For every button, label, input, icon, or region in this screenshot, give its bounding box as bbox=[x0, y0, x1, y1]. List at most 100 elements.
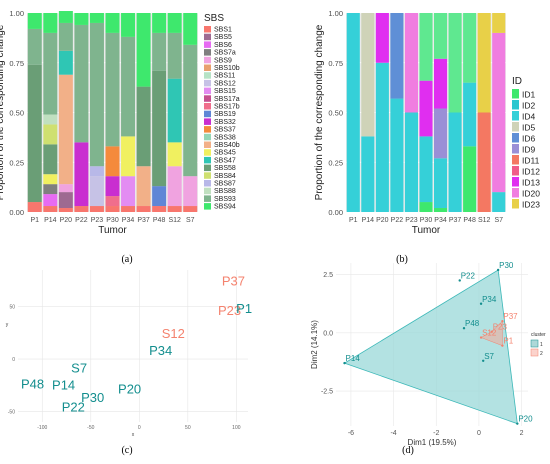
a-legend-swatch bbox=[204, 72, 211, 79]
b-legend-label: ID13 bbox=[522, 178, 540, 188]
b-legend-swatch bbox=[512, 133, 519, 143]
b-legend-swatch bbox=[512, 144, 519, 154]
b-bar-segment bbox=[361, 136, 375, 212]
b-xtick-label: P37 bbox=[449, 217, 462, 224]
b-legend-label: ID2 bbox=[522, 101, 536, 111]
b-bar-segment bbox=[390, 13, 404, 99]
d-point-marker bbox=[496, 268, 500, 272]
c-xtick-label: 100 bbox=[232, 425, 241, 431]
a-legend-label: SBS93 bbox=[214, 196, 236, 203]
d-legend-swatch bbox=[530, 348, 539, 357]
a-bar-segment bbox=[152, 186, 167, 207]
b-bar-segment bbox=[375, 62, 389, 212]
b-xtick-label: P14 bbox=[362, 217, 375, 224]
a-legend-title: SBS bbox=[204, 13, 224, 24]
b-xtick-label: S7 bbox=[494, 217, 503, 224]
b-bar-segment bbox=[404, 112, 418, 212]
a-legend-label: SBS6 bbox=[214, 42, 232, 49]
d-point-label: P34 bbox=[482, 295, 497, 304]
a-bar-segment bbox=[89, 13, 104, 23]
b-legend-swatch bbox=[512, 100, 519, 110]
a-bar-segment bbox=[105, 13, 120, 33]
b-bar-segment bbox=[419, 80, 433, 137]
a-legend-label: SBS12 bbox=[214, 80, 236, 87]
a-bar-segment bbox=[183, 13, 198, 45]
d-legend-swatch bbox=[530, 339, 539, 348]
a-legend-swatch bbox=[204, 26, 211, 33]
b-legend-title: ID bbox=[512, 76, 522, 87]
a-bar-segment bbox=[74, 24, 89, 143]
a-bar-segment bbox=[74, 142, 89, 207]
a-bar-segment bbox=[167, 78, 182, 143]
a-bar-segment bbox=[152, 206, 167, 212]
a-x-axis-title: Tumor bbox=[98, 225, 127, 236]
b-legend-label: ID9 bbox=[522, 145, 536, 155]
a-bar-segment bbox=[167, 13, 182, 33]
a-bar-segment bbox=[43, 32, 58, 115]
d-point-label: P14 bbox=[346, 354, 361, 363]
a-legend-label: SBS47 bbox=[214, 157, 236, 164]
a-legend-label: SBS9 bbox=[214, 57, 232, 64]
d-point-label: P23 bbox=[493, 323, 508, 332]
a-bar-segment bbox=[121, 13, 136, 37]
b-xtick-label: P30 bbox=[420, 217, 433, 224]
b-ytick-label: 0.75 bbox=[328, 59, 343, 68]
d-point-label: S7 bbox=[484, 352, 494, 361]
b-legend-swatch bbox=[512, 166, 519, 176]
b-bar-segment bbox=[404, 13, 418, 113]
a-bar-segment bbox=[58, 74, 73, 185]
d-point-label: P1 bbox=[503, 337, 513, 346]
a-legend-label: SBS37 bbox=[214, 127, 236, 134]
a-bar-segment bbox=[89, 176, 104, 207]
a-xtick-label: P48 bbox=[153, 217, 166, 224]
a-legend-swatch bbox=[204, 41, 211, 48]
b-bar-segment bbox=[434, 58, 448, 109]
b-xtick-label: S12 bbox=[478, 217, 491, 224]
c-ytick-label: -50 bbox=[8, 410, 15, 416]
b-bar-segment bbox=[448, 112, 462, 212]
b-bar-segment bbox=[492, 192, 506, 212]
d-xtick-label: 0 bbox=[477, 430, 481, 437]
a-legend-swatch bbox=[204, 103, 211, 110]
b-bar-segment bbox=[463, 13, 477, 83]
caption-c: (c) bbox=[121, 445, 132, 456]
b-legend-label: ID4 bbox=[522, 112, 536, 122]
b-bar-segment bbox=[434, 13, 448, 59]
b-legend-label: ID12 bbox=[522, 167, 540, 177]
a-ytick-label: 0.25 bbox=[9, 158, 24, 167]
a-bar-segment bbox=[183, 206, 198, 212]
b-bar-segment bbox=[434, 158, 448, 209]
a-bar-segment bbox=[167, 206, 182, 212]
b-legend-label: ID20 bbox=[522, 189, 540, 199]
b-bar-segment bbox=[346, 13, 360, 212]
a-legend-swatch bbox=[204, 95, 211, 102]
a-bar-segment bbox=[58, 22, 73, 51]
b-legend-label: ID5 bbox=[522, 123, 536, 133]
b-legend-swatch bbox=[512, 188, 519, 198]
b-legend-label: ID6 bbox=[522, 134, 536, 144]
b-bar-segment bbox=[492, 13, 506, 33]
d-point-label: S12 bbox=[482, 329, 497, 338]
d-cluster-hull bbox=[343, 269, 518, 425]
b-bar-segment bbox=[448, 13, 462, 113]
a-bar-segment bbox=[58, 208, 73, 212]
a-legend-swatch bbox=[204, 133, 211, 141]
a-xtick-label: P20 bbox=[60, 217, 73, 224]
b-legend-swatch bbox=[512, 177, 519, 187]
a-legend-swatch bbox=[204, 49, 211, 56]
b-y-axis-title: Proportion of the corresponding change bbox=[314, 24, 325, 200]
d-point-label: P37 bbox=[503, 312, 518, 321]
a-legend-label: SBS32 bbox=[214, 119, 236, 126]
d-point-label: P48 bbox=[465, 319, 480, 328]
a-y-axis-title: Proportion of the corresponding change bbox=[0, 24, 6, 200]
c-ytick-label: 50 bbox=[9, 305, 15, 311]
d-point-marker bbox=[490, 330, 493, 333]
c-point-label: P20 bbox=[118, 382, 141, 397]
a-legend-swatch bbox=[204, 187, 211, 195]
c-point-label: S7 bbox=[71, 361, 87, 376]
d-point-marker bbox=[462, 327, 466, 330]
a-bar-segment bbox=[152, 32, 167, 71]
a-bar-segment bbox=[27, 28, 42, 65]
a-bar-segment bbox=[121, 136, 136, 177]
a-bar-segment bbox=[43, 194, 58, 207]
